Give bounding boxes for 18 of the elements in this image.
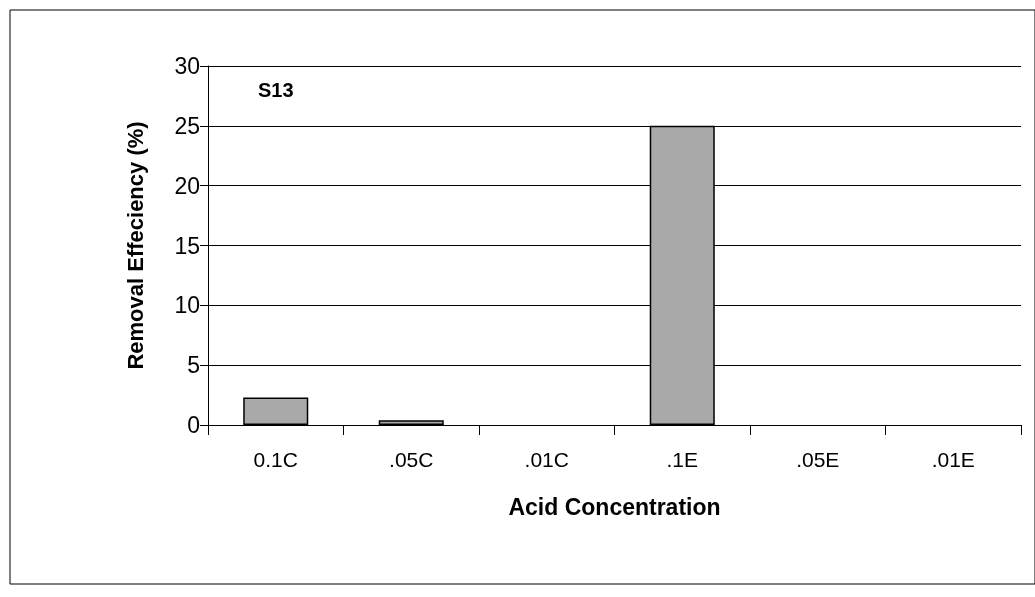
y-tick-label: 20 [174, 172, 200, 199]
x-tick-label: .01C [524, 448, 569, 471]
x-axis-title: Acid Concentration [508, 493, 721, 520]
y-tick-label: 15 [174, 232, 200, 259]
y-tick-label: 10 [174, 292, 200, 319]
x-tick-label: .05C [389, 448, 434, 471]
x-tick-label: .1E [666, 448, 699, 471]
y-axis-title: Removal Effeciency (%) [122, 121, 148, 370]
y-tick-label: 25 [174, 112, 200, 139]
bar [243, 397, 309, 425]
x-tick-label: .05E [796, 448, 840, 471]
y-tick-label: 30 [174, 53, 200, 79]
x-tick-label: 0.1C [253, 448, 298, 471]
annotation: S13 [258, 79, 294, 101]
y-tick-label: 5 [187, 352, 200, 379]
bar [378, 420, 444, 425]
y-tick-label: 0 [187, 412, 200, 438]
x-tick-label: .01E [931, 448, 975, 471]
